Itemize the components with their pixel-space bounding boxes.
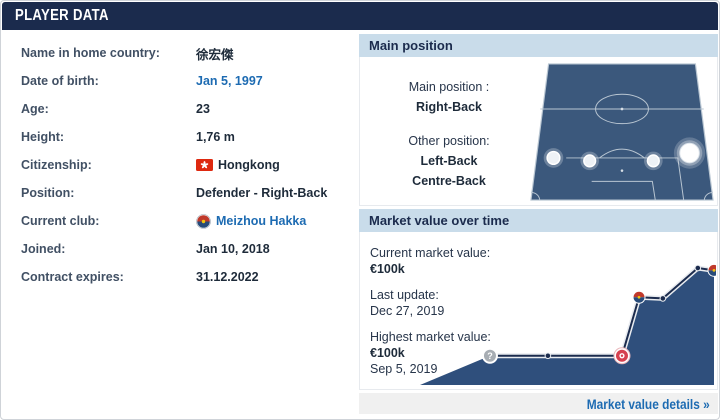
date-of-birth-link[interactable]: Jan 5, 1997 [196, 74, 263, 88]
left-back-marker [543, 148, 564, 168]
current-market-value: €100k [370, 262, 405, 276]
player-info-table: Name in home country: 徐宏傑 Date of birth:… [21, 39, 356, 291]
question-marker-glyph: ? [487, 351, 493, 361]
table-row: Age: 23 [21, 95, 356, 123]
market-value-section-header: Market value over time [359, 209, 718, 232]
row-label: Date of birth: [21, 74, 99, 88]
section-title: Main position [369, 38, 453, 53]
current-market-value-label: Current market value: [370, 246, 491, 260]
market-value-box: Current market value: €100k Last update:… [359, 232, 719, 390]
market-value-chart: ? [418, 258, 719, 388]
club-crest-icon[interactable] [196, 213, 211, 229]
market-value-footer: Market value details » [359, 393, 718, 414]
row-label: Position: [21, 186, 75, 200]
other-position-value: Centre-Back [412, 174, 486, 188]
pitch-graphic [529, 60, 715, 203]
highest-market-value-date: Sep 5, 2019 [370, 362, 438, 376]
table-row: Citizenship: Hongkong [21, 151, 356, 179]
row-label: Height: [21, 130, 65, 144]
table-row: Height: 1,76 m [21, 123, 356, 151]
section-title: Market value over time [369, 213, 510, 228]
main-position-label: Main position : [408, 80, 490, 94]
citizenship-value: Hongkong [218, 158, 280, 172]
player-data-header: PLAYER DATA [2, 2, 718, 30]
page-title: PLAYER DATA [15, 7, 109, 24]
table-row: Contract expires: 31.12.2022 [21, 263, 356, 291]
row-label: Contract expires: [21, 270, 124, 284]
table-row: Joined: Jan 10, 2018 [21, 235, 356, 263]
current-club-link[interactable]: Meizhou Hakka [216, 214, 307, 228]
row-value: 31.12.2022 [196, 270, 259, 284]
row-label: Current club: [21, 214, 100, 228]
row-value: 徐宏傑 [196, 47, 234, 62]
market-value-details-link[interactable]: Market value details » [586, 395, 710, 412]
chart-markers: ? [481, 263, 719, 365]
centre-back-marker-2 [644, 151, 663, 171]
table-row: Name in home country: 徐宏傑 [21, 39, 356, 67]
row-label: Joined: [21, 242, 66, 256]
main-position-section-header: Main position [359, 34, 718, 57]
last-update-date: Dec 27, 2019 [370, 304, 445, 318]
main-position-value: Right-Back [416, 100, 482, 114]
right-back-main-marker [673, 137, 706, 169]
table-row: Date of birth: Jan 5, 1997 [21, 67, 356, 95]
row-value: 23 [196, 102, 210, 116]
other-position-label: Other position: [408, 134, 490, 148]
table-row: Position: Defender - Right-Back [21, 179, 356, 207]
other-position-value: Left-Back [420, 154, 478, 168]
highest-market-value-label: Highest market value: [370, 330, 491, 344]
position-text-block: Main position : Right-Back Other positio… [360, 77, 538, 191]
hongkong-flag-icon [196, 159, 213, 171]
table-row: Current club: Meizhou Hakka [21, 207, 356, 235]
row-value: 1,76 m [196, 130, 235, 144]
last-update-label: Last update: [370, 288, 439, 302]
centre-back-marker-1 [580, 151, 599, 171]
highest-market-value: €100k [370, 346, 405, 360]
row-label: Name in home country: [21, 46, 160, 60]
row-value: Jan 10, 2018 [196, 242, 270, 256]
row-label: Age: [21, 102, 49, 116]
market-value-text-block: Current market value: €100k Last update:… [370, 245, 491, 377]
pitch-outline [530, 63, 714, 201]
chart-area [420, 268, 714, 385]
row-value: Defender - Right-Back [196, 186, 328, 200]
main-position-box: Main position : Right-Back Other positio… [359, 57, 718, 206]
row-label: Citizenship: [21, 158, 92, 172]
